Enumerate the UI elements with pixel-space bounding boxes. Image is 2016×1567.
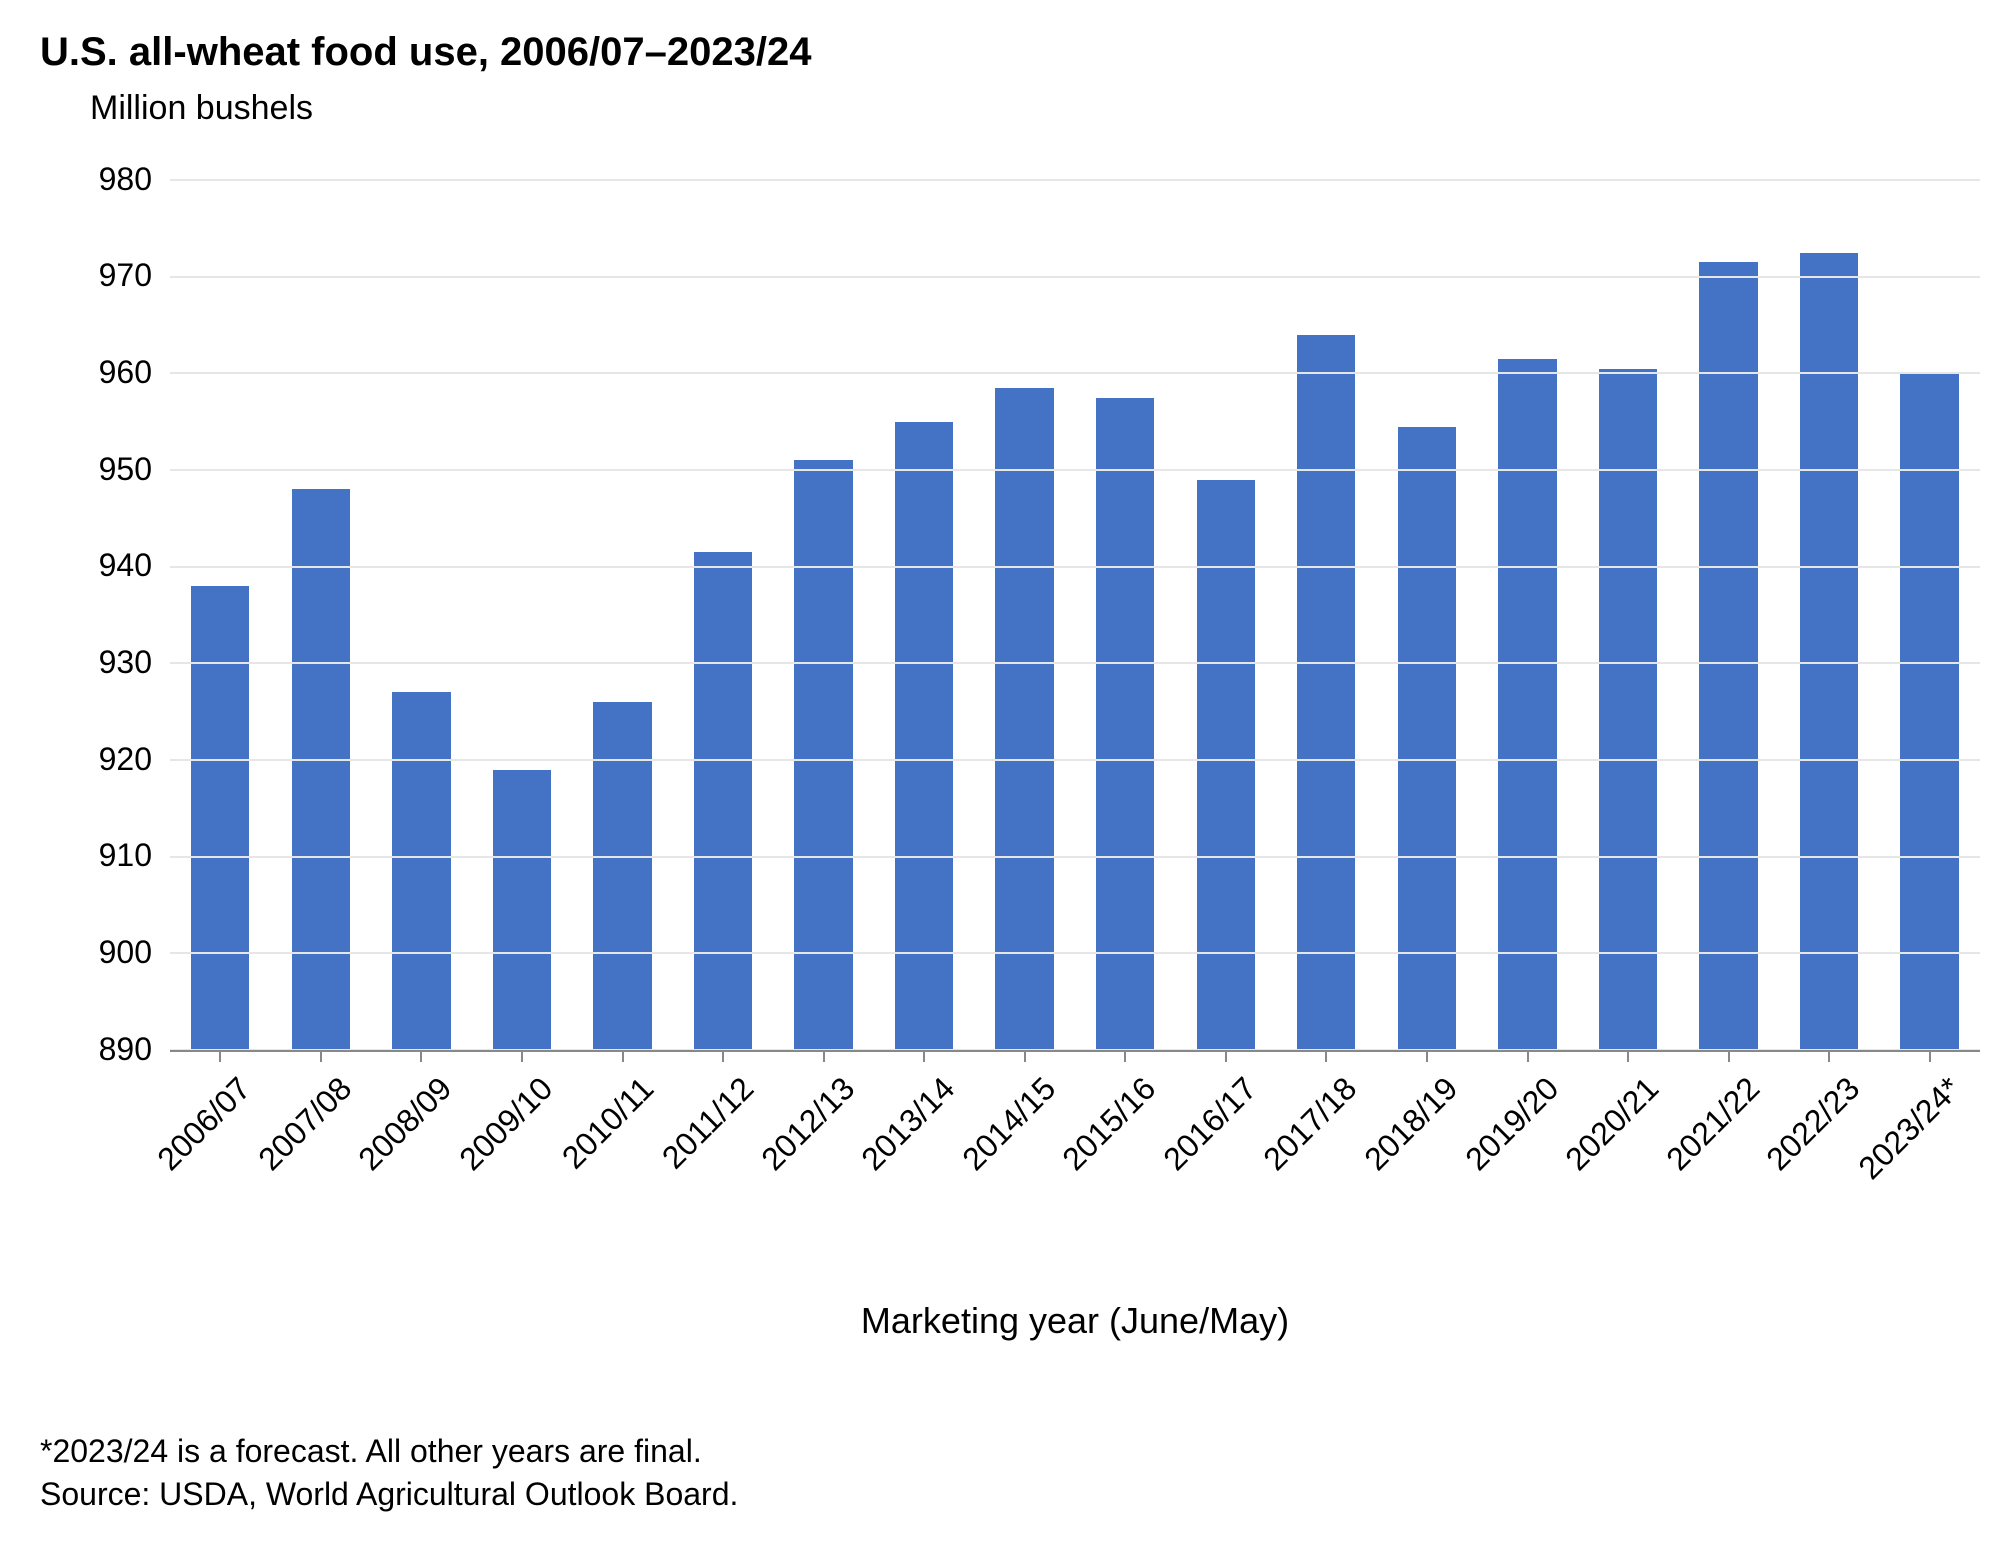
chart-subtitle: Million bushels: [90, 89, 1976, 128]
y-tick-label: 980: [40, 161, 152, 198]
y-tick-label: 930: [40, 644, 152, 681]
x-tick: [320, 1050, 322, 1062]
bar: [995, 388, 1053, 1050]
page: U.S. all-wheat food use, 2006/07–2023/24…: [0, 0, 2016, 1567]
x-tick: [1024, 1050, 1026, 1062]
x-tick: [1728, 1050, 1730, 1062]
x-tick: [1124, 1050, 1126, 1062]
x-tick: [1828, 1050, 1830, 1062]
bar-slot: [1276, 180, 1377, 1050]
bar-slot: [773, 180, 874, 1050]
bar: [191, 586, 249, 1050]
bar: [292, 489, 350, 1050]
y-tick-label: 890: [40, 1031, 152, 1068]
bar-slot: [271, 180, 372, 1050]
gridline: [170, 662, 1980, 664]
bar: [493, 770, 551, 1050]
gridline: [170, 856, 1980, 858]
x-axis-line: [170, 1050, 1980, 1052]
bar: [1699, 262, 1757, 1050]
x-tick: [1225, 1050, 1227, 1062]
bar-slot: [1377, 180, 1478, 1050]
bar-slot: [1879, 180, 1980, 1050]
footnote-source: Source: USDA, World Agricultural Outlook…: [40, 1473, 738, 1516]
y-tick-label: 900: [40, 934, 152, 971]
bar: [794, 460, 852, 1050]
bar: [694, 552, 752, 1050]
bar-slot: [874, 180, 975, 1050]
x-tick: [1929, 1050, 1931, 1062]
bar-slot: [1779, 180, 1880, 1050]
x-tick: [1627, 1050, 1629, 1062]
bar-slot: [1578, 180, 1679, 1050]
bar-slot: [974, 180, 1075, 1050]
plot-area: [170, 180, 1980, 1050]
gridline: [170, 372, 1980, 374]
footnote-forecast: *2023/24 is a forecast. All other years …: [40, 1430, 738, 1473]
gridline: [170, 179, 1980, 181]
chart-area: Marketing year (June/May) 890 900 910 920 93…: [40, 150, 2000, 1370]
bar-slot: [472, 180, 573, 1050]
x-tick: [722, 1050, 724, 1062]
chart-title: U.S. all-wheat food use, 2006/07–2023/24: [40, 30, 1976, 75]
bar-slot: [1175, 180, 1276, 1050]
x-tick: [823, 1050, 825, 1062]
bar: [1498, 359, 1556, 1050]
x-tick: [1325, 1050, 1327, 1062]
bar-slot: [1075, 180, 1176, 1050]
gridline: [170, 759, 1980, 761]
bar: [392, 692, 450, 1050]
x-tick: [420, 1050, 422, 1062]
bar: [1900, 373, 1958, 1050]
x-tick: [1527, 1050, 1529, 1062]
gridline: [170, 952, 1980, 954]
x-tick: [923, 1050, 925, 1062]
bar-slot: [170, 180, 271, 1050]
gridline: [170, 276, 1980, 278]
x-tick: [521, 1050, 523, 1062]
x-tick: [219, 1050, 221, 1062]
bars-container: [170, 180, 1980, 1050]
bar-slot: [572, 180, 673, 1050]
y-tick-label: 960: [40, 354, 152, 391]
x-tick: [1426, 1050, 1428, 1062]
bar-slot: [1477, 180, 1578, 1050]
gridline: [170, 566, 1980, 568]
y-tick-label: 920: [40, 741, 152, 778]
y-tick-label: 970: [40, 257, 152, 294]
bar: [1297, 335, 1355, 1050]
y-tick-label: 950: [40, 451, 152, 488]
bar: [593, 702, 651, 1050]
bar-slot: [673, 180, 774, 1050]
bar: [895, 422, 953, 1050]
bar-slot: [371, 180, 472, 1050]
y-tick-label: 940: [40, 547, 152, 584]
gridline: [170, 469, 1980, 471]
footnotes: *2023/24 is a forecast. All other years …: [40, 1430, 738, 1516]
bar-slot: [1678, 180, 1779, 1050]
x-axis-title: Marketing year (June/May): [170, 1300, 1980, 1342]
bar: [1398, 427, 1456, 1051]
y-tick-label: 910: [40, 837, 152, 874]
x-tick: [622, 1050, 624, 1062]
